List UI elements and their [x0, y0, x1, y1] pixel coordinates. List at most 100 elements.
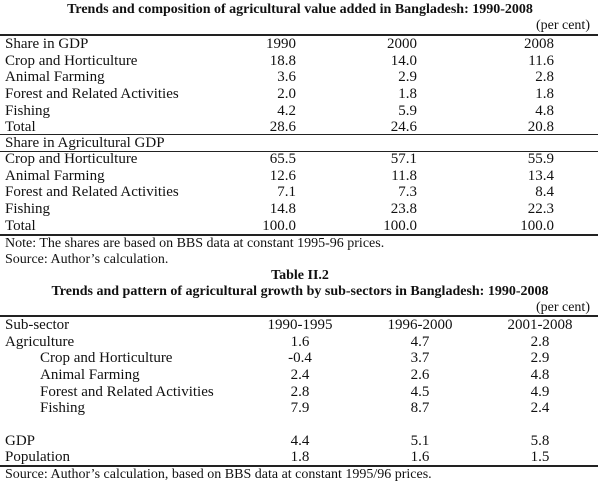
value-cell: 18.8 [269, 52, 296, 69]
table1-unit: (per cent) [535, 18, 590, 33]
table1-bottom-rule [0, 234, 598, 236]
table1-section1: Share in GDP 1990 2000 2008 Crop and Hor… [0, 36, 598, 136]
row-label: Fishing [5, 102, 51, 119]
table-row: Total 28.6 24.6 20.8 [0, 119, 598, 136]
value-cell: 4.4 [290, 432, 310, 449]
header-cell: 1996-2000 [387, 317, 453, 334]
row-label: Crop and Horticulture [5, 151, 138, 168]
value-cell: 4.8 [535, 102, 554, 119]
value-cell: 100.0 [262, 217, 296, 234]
table-row: Animal Farming 12.6 11.8 13.4 [0, 168, 598, 185]
value-cell: 7.3 [398, 184, 417, 201]
value-cell: 2.9 [530, 350, 550, 367]
value-cell: 4.2 [277, 102, 296, 119]
row-label: Crop and Horticulture [40, 350, 173, 367]
row-label: Fishing [5, 201, 51, 218]
value-cell: 4.7 [410, 333, 430, 350]
row-label: Agriculture [5, 333, 75, 350]
table1-note: Note: The shares are based on BBS data a… [5, 236, 385, 251]
row-label: Population [5, 449, 71, 466]
table1-top-rule [0, 34, 598, 36]
table-row: Fishing 7.9 8.7 2.4 [0, 400, 598, 417]
table-row: Total 100.0 100.0 100.0 [0, 217, 598, 234]
header-cell: 1990 [266, 36, 296, 53]
table1-section2: Crop and Horticulture 65.5 57.1 55.9 Animal … [0, 151, 598, 234]
value-cell: -0.4 [288, 350, 312, 367]
value-cell: 14.8 [269, 201, 296, 218]
value-cell: 2.6 [410, 367, 430, 384]
value-cell: 2.8 [530, 333, 550, 350]
header-cell: 1990-1995 [267, 317, 333, 334]
value-cell: 11.8 [391, 167, 417, 184]
table1-mid-rule [0, 134, 598, 135]
header-cell: Share in GDP [5, 36, 89, 53]
table-row: Population 1.8 1.6 1.5 [0, 449, 598, 466]
value-cell: 4.9 [530, 383, 550, 400]
value-cell: 65.5 [269, 151, 296, 168]
value-cell: 2.8 [290, 383, 310, 400]
value-cell: 1.5 [530, 449, 550, 466]
row-label: GDP [5, 432, 36, 449]
value-cell: 2.0 [277, 86, 296, 103]
table-header-row: Share in GDP 1990 2000 2008 [0, 36, 598, 53]
value-cell: 12.6 [269, 167, 296, 184]
table2-source: Source: Author’s calculation, based on B… [5, 467, 432, 482]
header-cell: Sub-sector [5, 317, 70, 334]
row-label: Forest and Related Activities [5, 184, 179, 201]
row-label: Forest and Related Activities [40, 383, 214, 400]
value-cell: 100.0 [520, 217, 554, 234]
value-cell: 14.0 [390, 52, 417, 69]
value-cell: 5.9 [398, 102, 417, 119]
value-cell: 28.6 [269, 119, 296, 136]
table-row: Agriculture 1.6 4.7 2.8 [0, 334, 598, 351]
table1-section2-header: Share in Agricultural GDP [5, 135, 165, 151]
table-row: Crop and Horticulture 18.8 14.0 11.6 [0, 53, 598, 70]
row-label: Fishing [40, 400, 86, 417]
table2-bottom-rule [0, 465, 598, 467]
value-cell: 24.6 [390, 119, 417, 136]
table-row: Animal Farming 2.4 2.6 4.8 [0, 367, 598, 384]
table-row: GDP 4.4 5.1 5.8 [0, 433, 598, 450]
value-cell: 5.8 [530, 432, 550, 449]
value-cell: 8.7 [410, 400, 430, 417]
value-cell: 1.8 [535, 86, 554, 103]
value-cell: 20.8 [527, 119, 554, 136]
row-label: Total [5, 217, 36, 234]
value-cell: 7.1 [277, 184, 296, 201]
value-cell: 3.7 [410, 350, 430, 367]
value-cell: 11.6 [528, 52, 554, 69]
header-cell: 2000 [387, 36, 417, 53]
row-label: Animal Farming [5, 167, 105, 184]
value-cell: 3.6 [277, 69, 296, 86]
table1-source: Source: Author’s calculation. [5, 252, 169, 267]
table-row: Forest and Related Activities 7.1 7.3 8.4 [0, 184, 598, 201]
value-cell: 2.4 [290, 367, 310, 384]
table-row: Forest and Related Activities 2.0 1.8 1.8 [0, 86, 598, 103]
value-cell: 4.8 [530, 367, 550, 384]
table2-title: Trends and pattern of agricultural growt… [51, 284, 549, 299]
row-label: Total [5, 119, 36, 136]
value-cell: 55.9 [527, 151, 554, 168]
value-cell: 1.8 [290, 449, 310, 466]
value-cell: 7.9 [290, 400, 310, 417]
value-cell: 1.8 [398, 86, 417, 103]
value-cell: 8.4 [535, 184, 554, 201]
table1-title: Trends and composition of agricultural v… [67, 2, 533, 17]
header-cell: 2008 [524, 36, 554, 53]
value-cell: 5.1 [410, 432, 430, 449]
value-cell: 2.8 [535, 69, 554, 86]
table-row: Fishing 14.8 23.8 22.3 [0, 201, 598, 218]
value-cell: 2.4 [530, 400, 550, 417]
table-row: Fishing 4.2 5.9 4.8 [0, 102, 598, 119]
value-cell: 2.9 [398, 69, 417, 86]
value-cell: 4.5 [410, 383, 430, 400]
table-row: Forest and Related Activities 2.8 4.5 4.9 [0, 383, 598, 400]
table-row: Crop and Horticulture -0.4 3.7 2.9 [0, 350, 598, 367]
value-cell: 22.3 [527, 201, 554, 218]
value-cell: 100.0 [383, 217, 417, 234]
row-label: Forest and Related Activities [5, 86, 179, 103]
row-label: Crop and Horticulture [5, 52, 138, 69]
table2: Sub-sector 1990-1995 1996-2000 2001-2008… [0, 317, 598, 466]
value-cell: 23.8 [390, 201, 417, 218]
value-cell: 1.6 [290, 333, 310, 350]
